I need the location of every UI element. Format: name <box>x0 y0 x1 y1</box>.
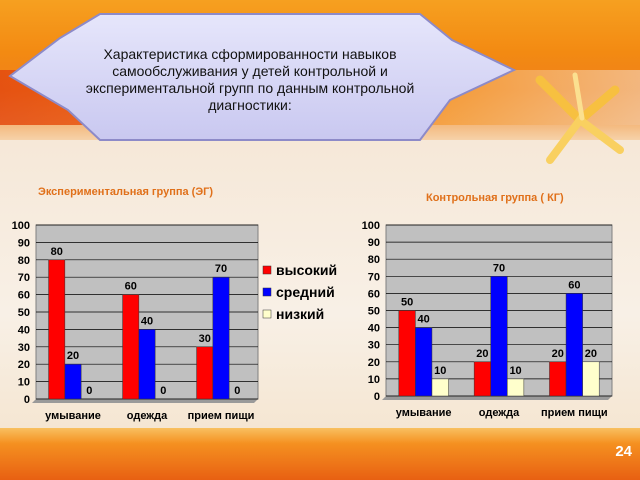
y-tick-label: 70 <box>18 272 30 284</box>
y-tick-label: 10 <box>18 377 30 389</box>
bar-низкий-прием пищи <box>582 361 600 397</box>
data-label: 50 <box>401 297 413 309</box>
y-tick-label: 10 <box>368 374 380 386</box>
y-tick-label: 30 <box>18 342 30 354</box>
y-tick-label: 70 <box>368 271 380 283</box>
page-number: 24 <box>615 443 632 460</box>
y-tick-label: 30 <box>368 340 380 352</box>
bar-средний-умывание <box>415 327 433 397</box>
data-label: 20 <box>476 348 488 360</box>
data-label: 0 <box>160 385 166 397</box>
y-tick-label: 20 <box>18 359 30 371</box>
data-label: 40 <box>141 315 153 327</box>
x-tick-label: прием пищи <box>188 410 255 422</box>
bar-средний-умывание <box>64 363 82 400</box>
y-tick-label: 100 <box>12 220 30 232</box>
decorative-ribbons-icon <box>535 72 624 164</box>
data-label: 70 <box>215 263 227 275</box>
data-label: 0 <box>234 385 240 397</box>
bar-высокий-прием пищи <box>549 361 567 397</box>
bar-средний-прием пищи <box>565 293 583 397</box>
data-label: 30 <box>199 333 211 345</box>
data-label: 10 <box>509 365 521 377</box>
footer-background <box>0 428 640 480</box>
data-label: 0 <box>86 385 92 397</box>
data-label: 60 <box>568 279 580 291</box>
y-tick-label: 40 <box>18 324 30 336</box>
y-tick-label: 50 <box>368 306 380 318</box>
bar-средний-одежда <box>490 276 508 397</box>
x-tick-label: одежда <box>127 410 168 422</box>
legend-label: высокий <box>276 262 337 278</box>
data-label: 80 <box>51 246 63 258</box>
y-tick-label: 0 <box>24 394 30 406</box>
x-tick-label: одежда <box>479 407 520 419</box>
x-tick-label: умывание <box>396 407 452 419</box>
y-tick-label: 50 <box>18 307 30 319</box>
y-tick-label: 80 <box>368 254 380 266</box>
legend-swatch-высокий <box>262 265 272 275</box>
data-label: 20 <box>585 348 597 360</box>
x-tick-label: прием пищи <box>541 407 608 419</box>
y-tick-label: 100 <box>362 220 380 232</box>
y-tick-label: 60 <box>368 288 380 300</box>
bar-высокий-умывание <box>398 310 416 397</box>
data-label: 20 <box>67 350 79 362</box>
legend-swatch-средний <box>262 287 272 297</box>
data-label: 20 <box>552 348 564 360</box>
y-tick-label: 20 <box>368 357 380 369</box>
y-tick-label: 40 <box>368 323 380 335</box>
banner-text: Характеристика сформированности навыков … <box>85 46 415 113</box>
bar-высокий-умывание <box>48 259 66 400</box>
data-label: 60 <box>125 281 137 293</box>
bar-низкий-одежда <box>507 378 525 397</box>
data-label: 40 <box>418 314 430 326</box>
bar-низкий-умывание <box>431 378 449 397</box>
chart-title-experimental: Экспериментальная группа (ЭГ) <box>38 186 214 198</box>
bar-средний-одежда <box>138 329 156 400</box>
title-banner <box>8 13 517 141</box>
data-label: 10 <box>434 365 446 377</box>
legend-swatch-низкий <box>262 309 272 319</box>
bar-средний-прием пищи <box>212 276 230 400</box>
y-tick-label: 90 <box>368 237 380 249</box>
legend-label: низкий <box>276 306 324 322</box>
plot-floor <box>32 399 258 403</box>
legend-label: средний <box>276 284 335 300</box>
y-tick-label: 90 <box>18 237 30 249</box>
chart-title-control: Контрольная группа ( КГ) <box>426 192 564 204</box>
data-label: 70 <box>493 262 505 274</box>
y-tick-label: 80 <box>18 255 30 267</box>
x-tick-label: умывание <box>45 410 101 422</box>
y-tick-label: 0 <box>374 391 380 403</box>
plot-floor <box>382 396 612 400</box>
y-tick-label: 60 <box>18 290 30 302</box>
bar-высокий-одежда <box>473 361 491 397</box>
